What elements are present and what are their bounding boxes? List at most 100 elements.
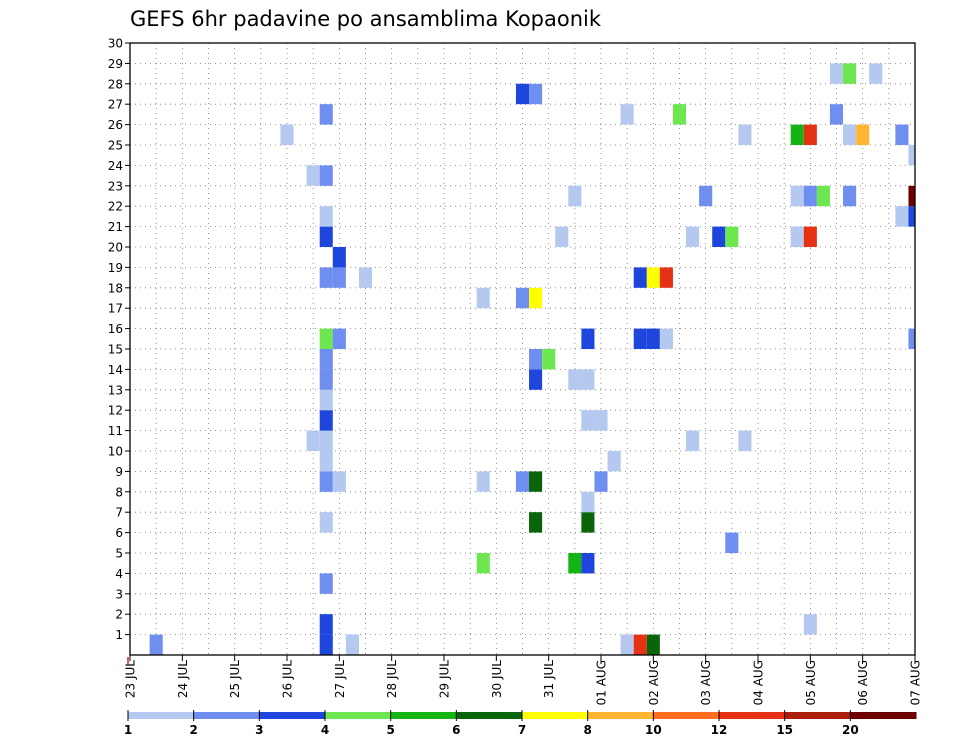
precip-cell — [633, 328, 647, 349]
legend-label: 8 — [583, 723, 591, 737]
precip-cell — [581, 491, 595, 513]
precip-cell — [686, 226, 700, 247]
y-tick-label: 30 — [108, 37, 123, 51]
y-tick-label: 21 — [108, 220, 123, 234]
precip-cell — [149, 634, 163, 655]
precip-cell — [738, 124, 752, 145]
precip-cell — [529, 512, 543, 533]
precip-cell — [280, 124, 294, 145]
y-tick-label: 10 — [108, 445, 123, 459]
precip-cell — [581, 553, 595, 574]
precip-cell — [659, 328, 673, 349]
precip-cell — [829, 63, 844, 84]
precip-cell — [712, 226, 726, 247]
precip-cell — [529, 369, 543, 390]
precip-cell — [856, 124, 870, 145]
y-tick-label: 18 — [108, 281, 123, 295]
precip-cell — [319, 410, 333, 431]
precip-cell — [306, 165, 320, 186]
y-tick-label: 12 — [108, 404, 123, 418]
precip-cell — [646, 328, 660, 349]
y-tick-label: 29 — [108, 57, 123, 71]
precip-cell — [725, 532, 739, 553]
y-tick-label: 22 — [108, 200, 123, 214]
precip-cell — [686, 430, 700, 451]
data-cells — [149, 63, 915, 655]
precip-cell — [581, 410, 595, 431]
precip-cell — [908, 185, 915, 207]
legend-label: 2 — [189, 723, 197, 737]
x-tick-label: 31 JUL — [542, 660, 556, 698]
precip-cell — [699, 185, 713, 207]
legend-swatch — [193, 712, 260, 719]
legend-swatch — [850, 712, 917, 719]
legend-label: 5 — [386, 723, 394, 737]
precip-cell — [790, 226, 804, 247]
precip-cell — [594, 471, 608, 492]
y-tick-label: 13 — [108, 383, 123, 397]
x-tick-label: 02 AUG — [647, 660, 661, 705]
precip-cell — [633, 267, 647, 288]
precip-cell — [319, 573, 333, 594]
precip-cell — [646, 267, 660, 288]
precip-cell — [319, 634, 333, 655]
precip-cell — [829, 104, 844, 125]
precip-cell — [529, 349, 543, 370]
precip-cell — [319, 471, 333, 492]
y-tick-label: 8 — [115, 485, 123, 499]
legend-label: 20 — [842, 723, 859, 737]
precip-cell — [529, 287, 543, 309]
y-tick-label: 6 — [115, 526, 123, 540]
precip-cell — [908, 206, 915, 227]
precip-cell — [476, 553, 490, 574]
x-tick-label: 05 AUG — [804, 660, 818, 705]
x-tick-label: 25 JUL — [228, 660, 242, 698]
y-tick-label: 1 — [115, 628, 123, 642]
y-tick-label: 19 — [108, 261, 123, 275]
y-tick-label: 4 — [115, 567, 123, 581]
legend-label: 4 — [321, 723, 329, 737]
legend-label: 3 — [255, 723, 263, 737]
x-tick-label: 04 AUG — [752, 660, 766, 705]
legend-label: 7 — [518, 723, 526, 737]
precip-cell — [568, 185, 582, 207]
x-axis-ticks: 23 JUL 24 JUL 25 JUL 26 JUL 27 JUL 28 JUL 29 J… — [124, 655, 923, 705]
precip-cell — [607, 451, 621, 472]
precip-cell — [843, 185, 857, 207]
y-tick-label: 5 — [115, 547, 123, 561]
legend-label: 6 — [452, 723, 460, 737]
y-axis-ticks: 1234567891011121314151617181920212223242… — [108, 37, 130, 642]
x-tick-label: 28 JUL — [385, 660, 399, 698]
precip-cell — [816, 185, 830, 207]
precip-cell — [581, 328, 595, 349]
precip-cell — [515, 471, 530, 492]
precip-cell — [646, 634, 660, 655]
legend-label: 10 — [645, 723, 662, 737]
y-tick-label: 16 — [108, 322, 123, 336]
grid — [130, 43, 915, 655]
precip-cell — [476, 287, 490, 309]
precip-cell — [803, 124, 817, 145]
precip-cell — [319, 614, 333, 635]
precip-cell — [515, 83, 530, 105]
y-tick-label: 14 — [108, 363, 123, 377]
legend-swatch — [653, 712, 720, 719]
precip-cell — [332, 267, 346, 288]
precip-cell — [332, 247, 346, 268]
y-tick-label: 9 — [115, 465, 123, 479]
y-tick-label: 2 — [115, 608, 123, 622]
precip-cell — [594, 410, 608, 431]
precip-cell — [895, 206, 909, 227]
precip-cell — [306, 430, 320, 451]
legend-swatch — [522, 712, 589, 719]
y-tick-label: 27 — [108, 98, 123, 112]
y-tick-label: 7 — [115, 506, 123, 520]
legend-label: 1 — [124, 723, 132, 737]
x-tick-label: 27 JUL — [333, 660, 347, 698]
x-tick-label: 07 AUG — [909, 660, 923, 705]
precip-cell — [345, 634, 359, 655]
legend-swatch — [587, 712, 654, 719]
legend-label: 15 — [776, 723, 793, 737]
y-tick-label: 3 — [115, 587, 123, 601]
